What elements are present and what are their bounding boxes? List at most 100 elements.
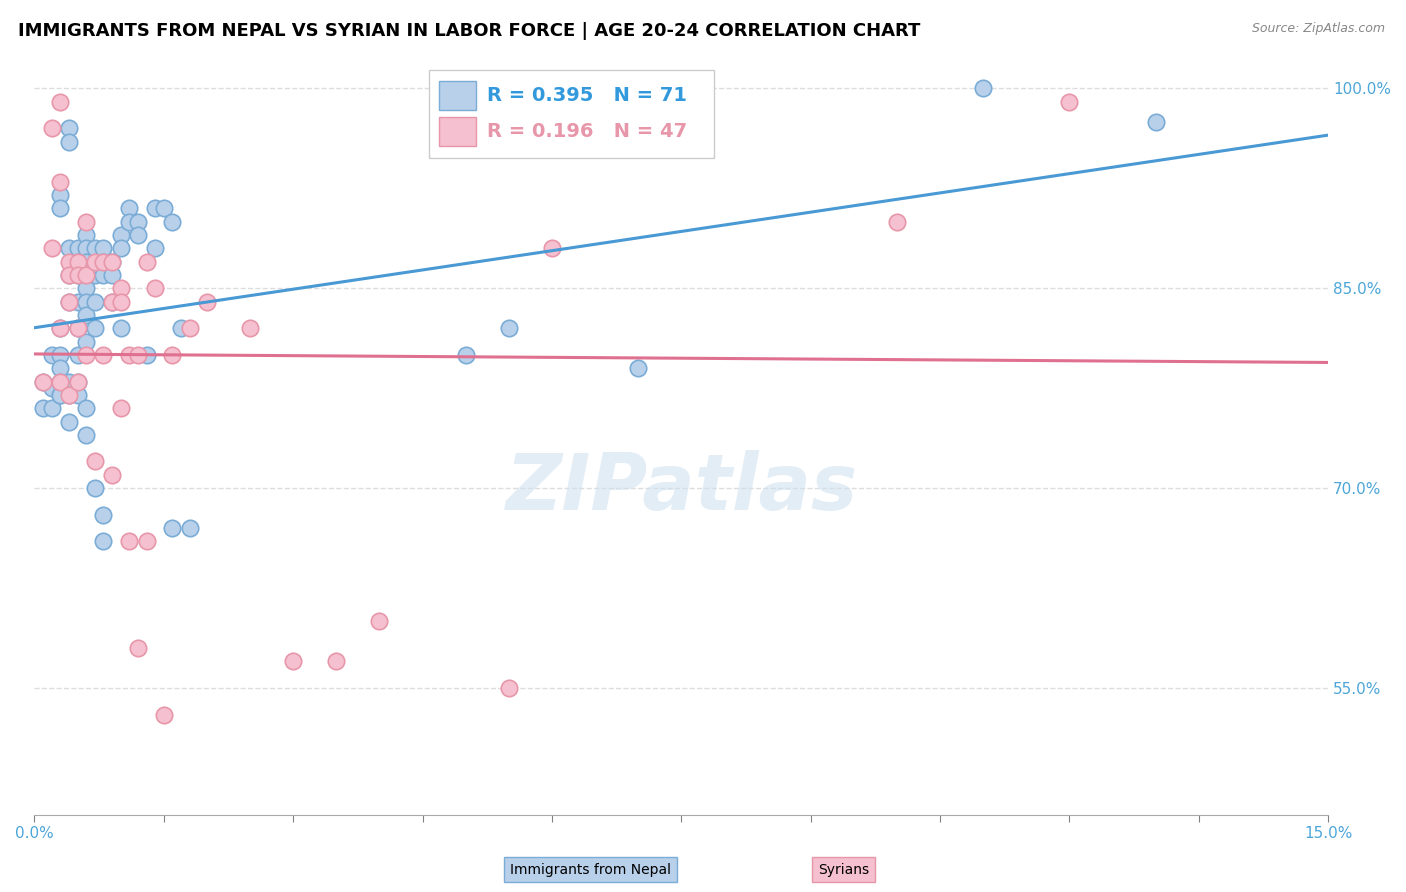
Point <box>75 268 97 282</box>
Point <box>135 348 157 362</box>
Point <box>66 375 89 389</box>
Point <box>58 294 80 309</box>
Point <box>66 241 89 255</box>
Point <box>170 321 193 335</box>
Point <box>66 268 89 282</box>
Point <box>101 254 124 268</box>
Point <box>93 348 115 362</box>
Point <box>118 202 141 216</box>
Point <box>179 521 201 535</box>
Point <box>93 241 115 255</box>
Point <box>143 241 166 255</box>
Point <box>1059 95 1081 109</box>
Point <box>49 321 72 335</box>
Point <box>886 215 908 229</box>
Point <box>41 381 63 395</box>
Point <box>66 254 89 268</box>
Point <box>101 294 124 309</box>
Point <box>110 227 132 242</box>
FancyBboxPatch shape <box>429 70 714 158</box>
Point <box>281 654 304 668</box>
Point <box>101 467 124 482</box>
Point <box>75 334 97 349</box>
Point <box>41 348 63 362</box>
Point <box>75 241 97 255</box>
Point <box>49 321 72 335</box>
Point <box>368 615 391 629</box>
Point <box>152 707 174 722</box>
Point <box>75 427 97 442</box>
Point <box>49 388 72 402</box>
Point <box>143 281 166 295</box>
Point <box>75 281 97 295</box>
Point <box>83 241 105 255</box>
Point <box>110 294 132 309</box>
Point <box>101 268 124 282</box>
Point <box>152 202 174 216</box>
Point <box>135 534 157 549</box>
Text: IMMIGRANTS FROM NEPAL VS SYRIAN IN LABOR FORCE | AGE 20-24 CORRELATION CHART: IMMIGRANTS FROM NEPAL VS SYRIAN IN LABOR… <box>18 22 921 40</box>
Point <box>49 188 72 202</box>
Point <box>49 348 72 362</box>
Point <box>127 348 149 362</box>
Point <box>66 294 89 309</box>
Point <box>93 508 115 522</box>
FancyBboxPatch shape <box>439 118 475 146</box>
Text: R = 0.196   N = 47: R = 0.196 N = 47 <box>488 122 688 141</box>
Point <box>454 348 477 362</box>
Point <box>627 361 650 376</box>
Point <box>93 534 115 549</box>
Point <box>195 294 218 309</box>
Text: Source: ZipAtlas.com: Source: ZipAtlas.com <box>1251 22 1385 36</box>
Point <box>127 227 149 242</box>
Point <box>83 268 105 282</box>
Point <box>179 321 201 335</box>
Point <box>49 95 72 109</box>
Point <box>143 202 166 216</box>
Point <box>110 241 132 255</box>
Text: Syrians: Syrians <box>818 863 869 877</box>
Point <box>110 401 132 416</box>
Point <box>83 481 105 495</box>
Point <box>58 241 80 255</box>
Point <box>101 294 124 309</box>
Point <box>83 254 105 268</box>
Point <box>541 241 564 255</box>
Point <box>41 121 63 136</box>
Text: ZIPatlas: ZIPatlas <box>505 450 858 526</box>
Point <box>66 268 89 282</box>
Point <box>58 254 80 268</box>
Point <box>162 348 184 362</box>
Point <box>93 254 115 268</box>
Point <box>75 227 97 242</box>
Point <box>498 681 520 695</box>
Point <box>162 521 184 535</box>
Point <box>58 375 80 389</box>
Point <box>49 375 72 389</box>
Point <box>66 321 89 335</box>
Point <box>110 281 132 295</box>
Point <box>972 81 994 95</box>
Point <box>75 294 97 309</box>
Point <box>66 254 89 268</box>
Point <box>93 268 115 282</box>
Point <box>66 321 89 335</box>
Point <box>118 534 141 549</box>
Point <box>58 268 80 282</box>
Point <box>49 388 72 402</box>
Point <box>58 268 80 282</box>
Point <box>58 388 80 402</box>
Point <box>162 215 184 229</box>
Point <box>41 241 63 255</box>
Point <box>66 388 89 402</box>
Point <box>75 308 97 322</box>
FancyBboxPatch shape <box>439 81 475 110</box>
Point <box>118 215 141 229</box>
Point <box>325 654 347 668</box>
Point <box>1144 114 1167 128</box>
Point <box>127 215 149 229</box>
Point <box>93 254 115 268</box>
Point <box>75 348 97 362</box>
Point <box>66 375 89 389</box>
Point <box>239 321 262 335</box>
